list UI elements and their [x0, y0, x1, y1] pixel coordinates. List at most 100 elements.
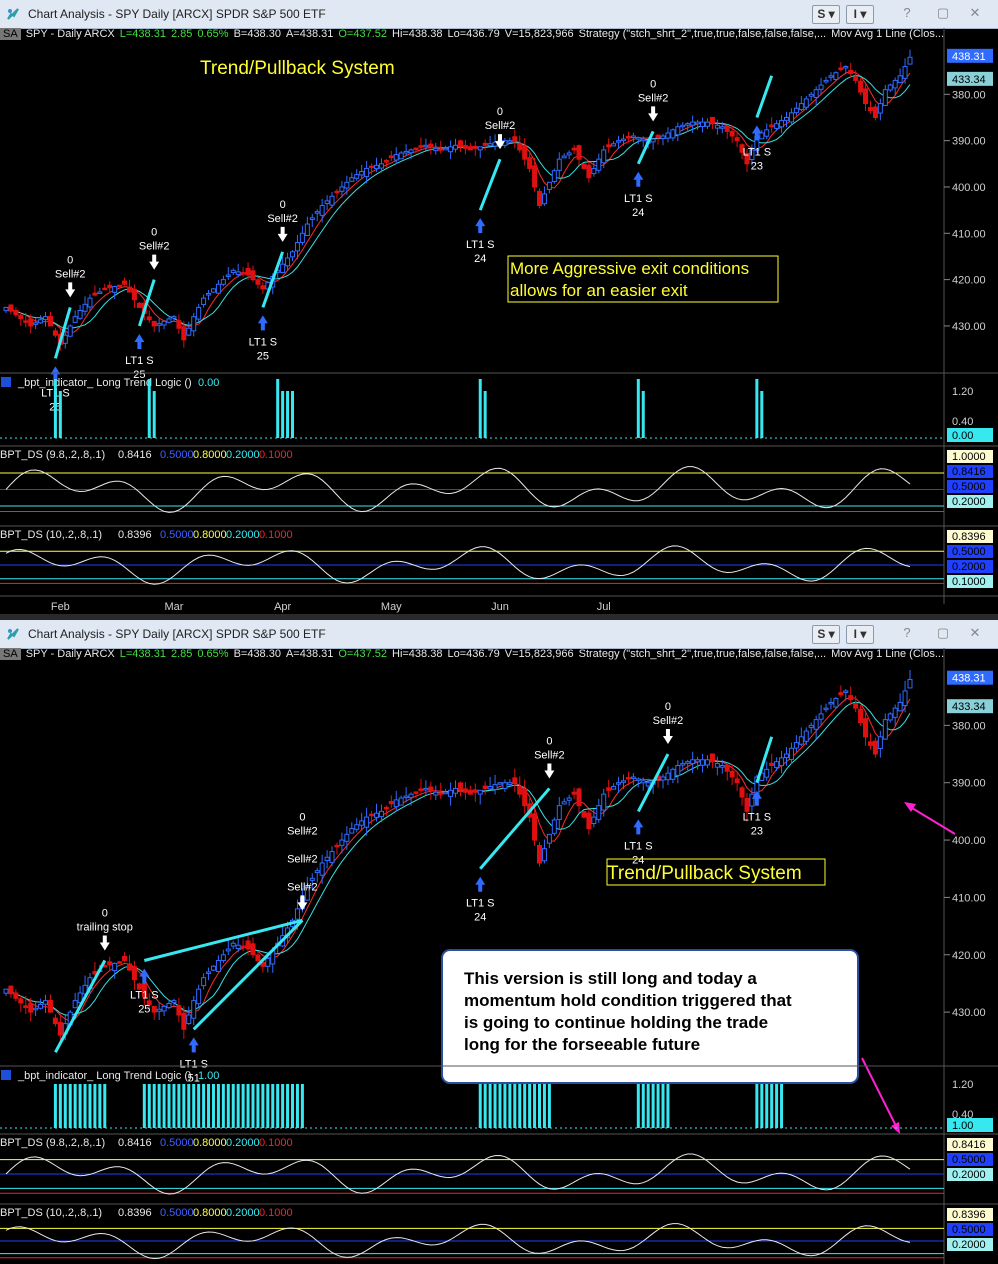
down-candle [537, 845, 543, 864]
up-candle [630, 776, 636, 779]
symbol-dropdown-button[interactable]: S ▾ [812, 5, 840, 24]
down-candle [418, 145, 424, 148]
oscillator-tick-label: 0.1000 [952, 576, 986, 588]
oscillator-level-label: 0.8000 [193, 449, 227, 461]
oscillator-tick-label: 0.8416 [952, 1139, 986, 1151]
indicator-dropdown-button[interactable]: I ▾ [846, 5, 874, 24]
exit-quantity: 0 [546, 735, 552, 747]
signal-bar [63, 1084, 67, 1128]
signal-bar [775, 1084, 779, 1128]
oscillator-tick-label: 0.2000 [952, 1169, 986, 1181]
exit-quantity: 0 [102, 908, 108, 920]
up-candle [38, 1003, 44, 1009]
up-candle [403, 795, 409, 799]
oscillator-level-label: 0.5000 [160, 1207, 194, 1219]
up-candle [393, 799, 399, 808]
entry-arrow-icon [475, 218, 486, 234]
oscillator-tick-box [947, 450, 993, 463]
note-line: is going to continue holding the trade [464, 1013, 768, 1032]
exit-quantity: 0 [665, 701, 671, 713]
up-candle [156, 1008, 162, 1012]
indicator-dropdown-button[interactable]: I ▾ [846, 625, 874, 644]
up-candle [339, 839, 345, 846]
up-candle [235, 944, 241, 949]
up-candle [33, 322, 39, 325]
down-candle [146, 316, 152, 321]
oscillator-line [5, 1223, 911, 1260]
up-candle [344, 833, 350, 842]
month-tick-label: Apr [274, 601, 291, 613]
minimize-icon[interactable]: ▢ [936, 625, 950, 640]
oscillator-tick-label: 0.8416 [952, 466, 986, 478]
exit-arrow-icon [662, 729, 673, 745]
up-candle [645, 782, 651, 787]
chart-area[interactable]: 430.00 420.00 410.00 400.00 390.00 380.00 438.… [0, 28, 998, 614]
up-candle [690, 121, 696, 126]
up-candle [591, 167, 597, 175]
chart-area[interactable]: 430.00 420.00 410.00 400.00 390.00 380.00 438.… [0, 648, 998, 1264]
trade-line [755, 736, 774, 784]
oscillator-level-label: 0.1000 [259, 529, 293, 541]
signal-bar [147, 1084, 151, 1128]
up-candle [299, 232, 305, 243]
down-candle [117, 961, 123, 964]
down-candle [848, 695, 854, 701]
down-candle [576, 145, 582, 160]
up-candle [373, 164, 379, 170]
oscillator-value: 0.8416 [118, 449, 152, 461]
month-tick-label: May [381, 601, 402, 613]
oscillator-tick-box [947, 1238, 993, 1251]
help-icon[interactable]: ? [903, 5, 911, 20]
oscillator-value: 0.8396 [118, 529, 152, 541]
down-candle [255, 279, 261, 285]
up-candle [897, 75, 903, 84]
down-candle [838, 692, 844, 696]
signal-bar [286, 1084, 290, 1128]
entry-arrow-icon [751, 125, 762, 141]
up-candle [359, 820, 365, 826]
title-bar: Chart Analysis - SPY Daily [ARCX] SPDR S… [0, 0, 998, 29]
up-candle [611, 143, 617, 147]
up-candle [67, 325, 73, 337]
signal-bar [780, 1084, 784, 1128]
month-tick-label: Mar [164, 601, 183, 613]
up-candle [813, 719, 819, 730]
up-candle [877, 103, 883, 114]
entry-quantity: 23 [751, 826, 763, 838]
signal-bar [236, 1084, 240, 1128]
signal-bar [221, 1084, 225, 1128]
down-candle [872, 106, 878, 118]
oscillator-tick-label: 1.0000 [952, 451, 986, 463]
close-icon[interactable]: ✕ [969, 5, 981, 20]
close-icon[interactable]: ✕ [969, 625, 981, 640]
down-candle [729, 131, 735, 137]
indicator-value: 1.00 [198, 1070, 219, 1082]
help-icon[interactable]: ? [903, 625, 911, 640]
up-candle [616, 782, 622, 785]
up-candle [685, 761, 691, 764]
minimize-icon[interactable]: ▢ [936, 5, 950, 20]
indicator-tick-label: 0.40 [952, 416, 973, 428]
down-candle [532, 165, 538, 188]
up-candle [670, 129, 676, 139]
down-candle [532, 813, 538, 841]
up-candle [487, 786, 493, 790]
signal-bar [98, 1084, 102, 1128]
symbol-header: SA SPY - Daily ARCX L=438.31 2.85 0.65% B=438… [0, 648, 949, 663]
note-box [441, 949, 859, 1084]
down-candle [527, 157, 533, 169]
down-candle [863, 718, 869, 738]
signal-bar [523, 1084, 527, 1128]
symbol-dropdown-button[interactable]: S ▾ [812, 625, 840, 644]
down-candle [571, 147, 577, 151]
up-candle [186, 327, 192, 336]
exit-quantity: 0 [280, 199, 286, 211]
signal-bar [503, 1084, 507, 1128]
signal-bar [547, 1084, 551, 1128]
up-candle [788, 112, 794, 123]
sa-tag: SA [0, 648, 21, 660]
down-candle [853, 703, 859, 709]
up-candle [210, 965, 216, 971]
down-candle [383, 160, 389, 163]
down-candle [122, 955, 128, 961]
